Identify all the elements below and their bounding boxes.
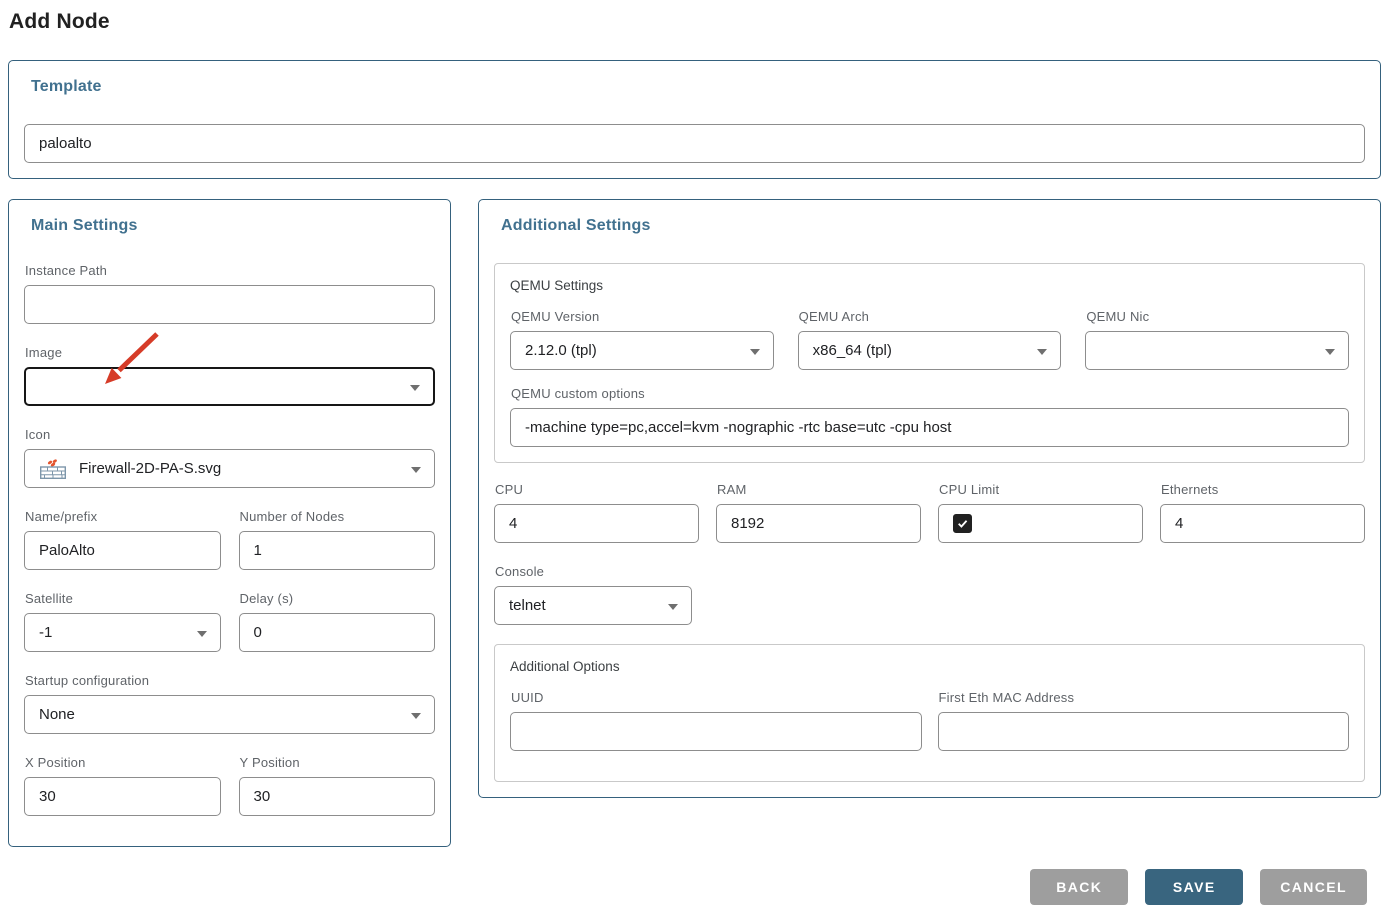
icon-select[interactable]: Firewall-2D-PA-S.svg (24, 449, 435, 488)
ram-field: RAM (716, 482, 921, 543)
firewall-icon (39, 458, 67, 480)
qemu-version-field: QEMU Version 2.12.0 (tpl) (510, 309, 774, 370)
uuid-label: UUID (511, 690, 544, 705)
ethernets-input[interactable] (1160, 504, 1365, 543)
qemu-arch-label: QEMU Arch (798, 309, 870, 324)
delay-label: Delay (s) (239, 591, 294, 606)
name-prefix-input[interactable] (24, 531, 221, 570)
console-select[interactable]: telnet (494, 586, 692, 625)
additional-settings-section: Additional Settings QEMU Settings QEMU V… (478, 199, 1381, 798)
image-label: Image (25, 345, 63, 360)
satellite-field: Satellite -1 (24, 591, 221, 652)
uuid-field: UUID (510, 690, 922, 751)
startup-configuration-field: Startup configuration None (24, 673, 435, 734)
chevron-down-icon (411, 466, 421, 473)
y-position-input[interactable] (238, 777, 435, 816)
name-prefix-label: Name/prefix (25, 509, 98, 524)
y-position-field: Y Position (238, 755, 435, 816)
main-settings-section: Main Settings Instance Path Image Icon (8, 199, 451, 847)
startup-configuration-select[interactable]: None (24, 695, 435, 734)
chevron-down-icon (1037, 348, 1048, 355)
cpu-label: CPU (495, 482, 524, 497)
console-field: Console telnet (494, 564, 1365, 625)
ram-input[interactable] (716, 504, 921, 543)
cpu-limit-checkbox[interactable] (953, 514, 972, 533)
footer-actions: BACK SAVE CANCEL (8, 869, 1367, 905)
first-eth-mac-label: First Eth MAC Address (938, 690, 1075, 705)
image-select[interactable] (24, 367, 435, 406)
qemu-settings-group: QEMU Settings QEMU Version 2.12.0 (tpl) … (494, 263, 1365, 463)
qemu-settings-group-title: QEMU Settings (510, 278, 604, 293)
cpu-input[interactable] (494, 504, 699, 543)
image-field: Image (24, 345, 435, 406)
chevron-down-icon (411, 712, 421, 719)
qemu-arch-select[interactable]: x86_64 (tpl) (797, 331, 1062, 370)
instance-path-input[interactable] (24, 285, 435, 324)
satellite-label: Satellite (25, 591, 74, 606)
instance-path-field: Instance Path (24, 263, 435, 324)
additional-options-group-title: Additional Options (510, 659, 620, 674)
ethernets-field: Ethernets (1160, 482, 1365, 543)
first-eth-mac-field: First Eth MAC Address (937, 690, 1349, 751)
template-input[interactable] (24, 124, 1365, 163)
icon-field: Icon Firewall-2D-PA-S.svg (24, 427, 435, 488)
back-button[interactable]: BACK (1030, 869, 1129, 905)
cpu-limit-label: CPU Limit (939, 482, 1000, 497)
cpu-field: CPU (494, 482, 699, 543)
delay-input[interactable] (238, 613, 435, 652)
startup-configuration-label: Startup configuration (25, 673, 150, 688)
qemu-version-select[interactable]: 2.12.0 (tpl) (510, 331, 774, 370)
satellite-select-value: -1 (39, 624, 53, 641)
qemu-arch-field: QEMU Arch x86_64 (tpl) (797, 309, 1062, 370)
qemu-custom-options-input[interactable] (510, 408, 1349, 447)
ram-label: RAM (717, 482, 747, 497)
additional-options-group: Additional Options UUID First Eth MAC Ad… (494, 644, 1365, 782)
chevron-down-icon (410, 384, 420, 391)
console-label: Console (495, 564, 545, 579)
cancel-button[interactable]: CANCEL (1260, 869, 1367, 905)
main-settings-title: Main Settings (31, 217, 138, 234)
ethernets-label: Ethernets (1161, 482, 1219, 497)
qemu-nic-label: QEMU Nic (1086, 309, 1150, 324)
icon-label: Icon (25, 427, 51, 442)
startup-configuration-value: None (39, 706, 75, 723)
template-section: Template (8, 60, 1381, 179)
chevron-down-icon (196, 630, 207, 637)
qemu-custom-options-label: QEMU custom options (511, 386, 645, 401)
delay-field: Delay (s) (238, 591, 435, 652)
x-position-label: X Position (25, 755, 86, 770)
cpu-limit-field: CPU Limit (938, 482, 1143, 543)
first-eth-mac-input[interactable] (937, 712, 1349, 751)
number-of-nodes-label: Number of Nodes (239, 509, 345, 524)
number-of-nodes-field: Number of Nodes (238, 509, 435, 570)
x-position-field: X Position (24, 755, 221, 816)
icon-select-value: Firewall-2D-PA-S.svg (79, 460, 222, 477)
cpu-limit-box (938, 504, 1143, 543)
uuid-input[interactable] (510, 712, 922, 751)
chevron-down-icon (749, 348, 760, 355)
page-title: Add Node (9, 10, 110, 33)
satellite-select[interactable]: -1 (24, 613, 221, 652)
chevron-down-icon (668, 603, 678, 610)
qemu-nic-field: QEMU Nic (1085, 309, 1349, 370)
qemu-version-value: 2.12.0 (tpl) (525, 342, 597, 359)
qemu-custom-options-field: QEMU custom options (510, 386, 1349, 447)
qemu-version-label: QEMU Version (511, 309, 600, 324)
console-select-value: telnet (509, 597, 546, 614)
number-of-nodes-input[interactable] (238, 531, 435, 570)
qemu-nic-select[interactable] (1085, 331, 1349, 370)
x-position-input[interactable] (24, 777, 221, 816)
y-position-label: Y Position (239, 755, 300, 770)
chevron-down-icon (1324, 348, 1335, 355)
save-button[interactable]: SAVE (1145, 869, 1244, 905)
qemu-arch-value: x86_64 (tpl) (812, 342, 892, 359)
name-prefix-field: Name/prefix (24, 509, 221, 570)
template-section-title: Template (31, 78, 102, 95)
additional-settings-title: Additional Settings (501, 217, 651, 234)
instance-path-label: Instance Path (25, 263, 108, 278)
